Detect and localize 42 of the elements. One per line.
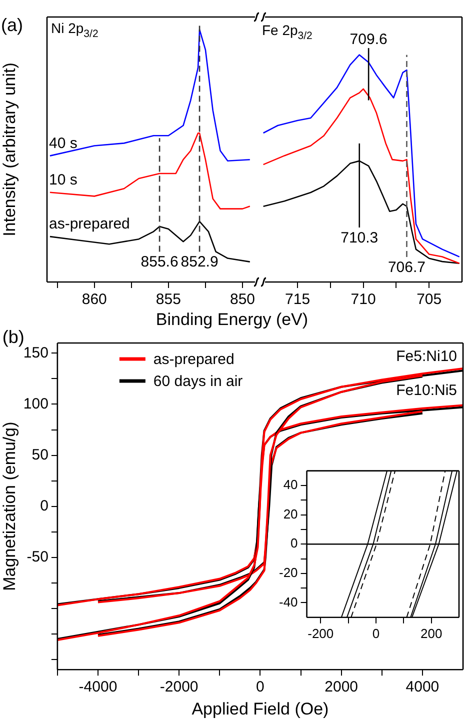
- annotation: Fe10:Ni5: [396, 382, 458, 399]
- y-axis-title: Magnetization (emu/g): [0, 422, 19, 591]
- x-axis-title: Applied Field (Oe): [192, 699, 329, 718]
- y-tick-label: 0: [290, 536, 298, 551]
- ref-line-label: 710.3: [340, 229, 378, 246]
- x-tick-label: 4000: [406, 678, 440, 696]
- x-tick-label: 860: [82, 291, 107, 308]
- x-tick-label: 850: [230, 291, 255, 308]
- x-tick-label: -200: [308, 626, 334, 641]
- legend-label: 60 days in air: [153, 373, 243, 390]
- x-tick-label: 855: [156, 291, 181, 308]
- ref-line-label: 855.6: [140, 254, 178, 271]
- series-label: as-prepared: [49, 216, 130, 233]
- series-label: 40 s: [49, 134, 78, 152]
- y-tick-label: 0: [40, 497, 48, 514]
- x-axis-title: Binding Energy (eV): [156, 310, 308, 329]
- y-tick-label: -40: [278, 594, 298, 610]
- y-tick-label: -20: [278, 565, 298, 580]
- y-tick-label: 100: [23, 395, 48, 412]
- series-label: 10 s: [49, 171, 78, 188]
- x-tick-label: 710: [350, 291, 376, 308]
- y-axis-title: Intensity (arbitrary unit): [0, 62, 19, 236]
- annotation: Fe5:Ni10: [396, 348, 458, 365]
- legend-label: as-prepared: [153, 351, 234, 368]
- text: (a): [1, 15, 23, 35]
- x-tick-label: 705: [416, 291, 442, 308]
- x-tick-label: 715: [285, 291, 310, 308]
- y-tick-label: 20: [283, 506, 298, 522]
- ref-line-label: 709.6: [350, 31, 388, 48]
- y-tick-label: -50: [26, 548, 48, 566]
- ref-line-label: 706.7: [388, 259, 426, 276]
- x-tick-label: 200: [420, 626, 442, 641]
- x-tick-label: 2000: [324, 678, 358, 696]
- x-tick-label: -2000: [160, 678, 198, 696]
- y-tick-label: 150: [23, 344, 48, 362]
- x-tick-label: 0: [372, 626, 380, 641]
- ref-line-label: 852.9: [180, 254, 218, 271]
- x-tick-label: -4000: [78, 678, 118, 696]
- y-tick-label: 40: [283, 477, 298, 492]
- x-tick-label: 0: [256, 678, 264, 696]
- y-tick-label: 50: [32, 446, 48, 464]
- text: (b): [2, 327, 24, 347]
